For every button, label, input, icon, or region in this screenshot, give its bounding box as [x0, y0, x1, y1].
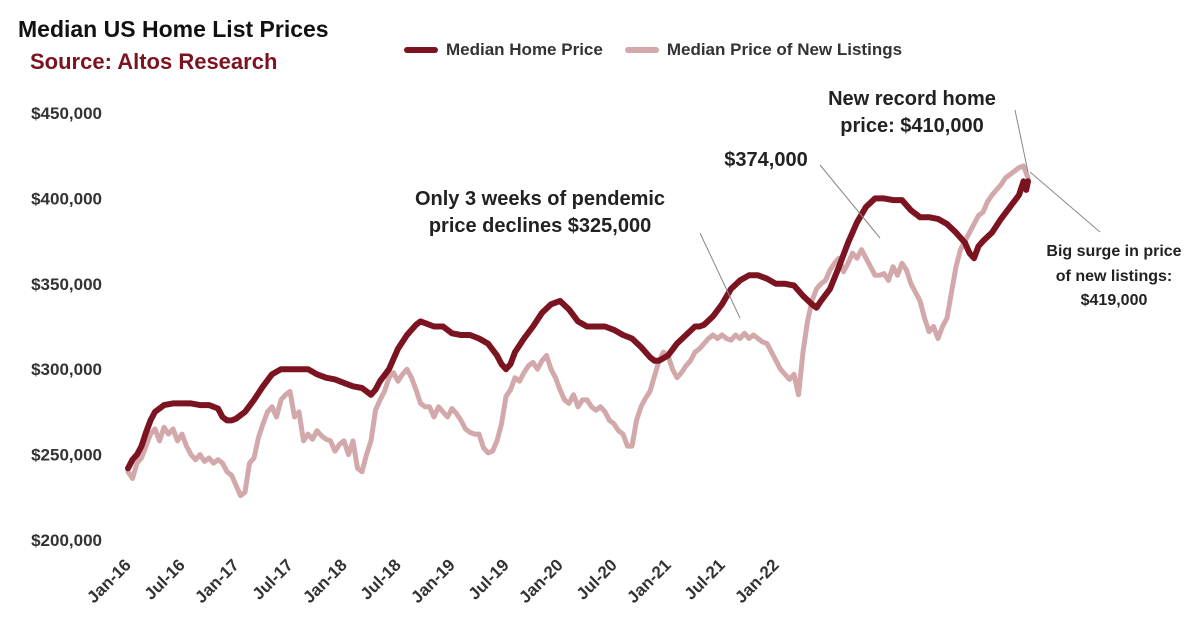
legend: Median Home Price Median Price of New Li…: [404, 40, 924, 60]
legend-item-new-listings: Median Price of New Listings: [624, 40, 903, 60]
annotation-text: price declines $325,000: [429, 215, 651, 237]
annotation-374k: $374,000: [724, 149, 807, 171]
annotation-surge: Big surge in price of new listings: $419…: [1046, 243, 1181, 309]
annotation-text: $419,000: [1081, 292, 1148, 309]
x-tick-label: Jan-18: [299, 555, 351, 607]
y-tick-label: $300,000: [31, 360, 102, 379]
annotation-text: Big surge in price: [1046, 243, 1181, 260]
series-line-new-listings: [125, 163, 1031, 499]
leader-record-price: [1014, 109, 1029, 173]
x-tick-label: Jul-20: [573, 555, 621, 603]
x-tick-label: Jul-17: [249, 555, 297, 603]
legend-swatch-median-home-price: [404, 47, 438, 53]
y-axis: $450,000 $400,000 $350,000 $300,000 $250,000…: [31, 104, 102, 550]
x-tick-label: Jul-21: [681, 555, 729, 603]
legend-item-median-home-price: Median Home Price: [404, 40, 603, 60]
legend-swatch-new-listings: [624, 47, 659, 53]
legend-label-new-listings: Median Price of New Listings: [666, 40, 903, 59]
annotation-leaders: [699, 109, 1101, 319]
y-tick-label: $200,000: [31, 531, 102, 550]
x-tick-label: Jan-20: [515, 555, 567, 607]
annotation-text: Only 3 weeks of pendemic: [415, 188, 665, 210]
y-tick-label: $350,000: [31, 275, 102, 294]
annotation-text: New record home: [828, 88, 996, 110]
x-tick-label: Jan-16: [83, 555, 135, 607]
legend-label-median-home-price: Median Home Price: [446, 40, 603, 59]
leader-surge: [1029, 171, 1101, 233]
annotation-record-price: New record home price: $410,000: [828, 88, 996, 137]
x-tick-label: Jan-22: [731, 555, 783, 607]
x-tick-label: Jan-21: [623, 555, 675, 607]
x-tick-label: Jan-17: [191, 555, 243, 607]
annotation-text: price: $410,000: [840, 115, 983, 137]
leader-374k: [819, 164, 881, 239]
y-tick-label: $450,000: [31, 104, 102, 123]
x-tick-label: Jul-19: [465, 555, 513, 603]
annotation-text: $374,000: [724, 149, 807, 171]
leader-pandemic: [699, 232, 741, 319]
x-axis: Jan-16 Jul-16 Jan-17 Jul-17 Jan-18 Jul-18 Jan-…: [83, 555, 783, 607]
x-tick-label: Jan-19: [407, 555, 459, 607]
y-tick-label: $400,000: [31, 189, 102, 208]
x-tick-label: Jul-16: [141, 555, 189, 603]
x-tick-label: Jul-18: [357, 555, 405, 603]
series-group: [125, 163, 1031, 499]
chart-subtitle: Source: Altos Research: [30, 49, 278, 74]
series-line-median-home-price: [125, 178, 1031, 472]
annotation-pandemic: Only 3 weeks of pendemic price declines …: [415, 188, 665, 237]
annotation-text: of new listings:: [1056, 268, 1172, 285]
y-tick-label: $250,000: [31, 446, 102, 465]
chart-title: Median US Home List Prices: [18, 16, 329, 42]
